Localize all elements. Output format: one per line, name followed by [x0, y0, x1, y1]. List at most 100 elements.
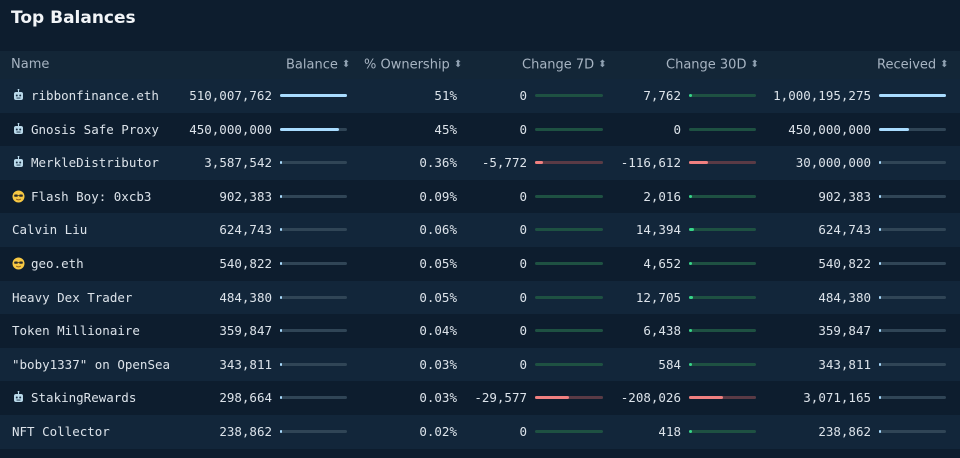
page-title: Top Balances: [11, 8, 136, 28]
table-row[interactable]: Heavy Dex Trader 484,380 0.05% 0 12,705 484,3…: [0, 280, 960, 315]
robot-icon: [12, 383, 25, 403]
change30d-bar-fill: [689, 228, 694, 232]
holder-name-text: geo.eth: [31, 255, 84, 271]
change7d-bar: [535, 429, 603, 433]
change30d-bar: [689, 94, 756, 97]
balance-bar-fill: [280, 194, 282, 198]
balance-bar: [280, 127, 347, 131]
table-row[interactable]: NFT Collector 238,862 0.02% 0 418 238,862: [0, 414, 960, 449]
change7d-value: 0: [519, 222, 527, 238]
received-bar: [879, 329, 946, 333]
change30d-bar-fill: [689, 94, 692, 97]
change30d-value: 4,652: [643, 255, 681, 271]
received-bar-fill: [879, 295, 881, 299]
holder-name[interactable]: Calvin Liu: [12, 213, 87, 247]
change7d-bar-fill: [535, 396, 569, 400]
received-bar-fill: [879, 396, 881, 400]
sort-icon[interactable]: ⬍: [453, 59, 463, 70]
balance-bar-fill: [280, 228, 282, 232]
sort-icon[interactable]: ⬍: [598, 59, 607, 70]
received-bar-fill: [879, 228, 881, 232]
change30d-bar-fill: [689, 161, 708, 165]
table-row[interactable]: Flash Boy: 0xcb3 902,383 0.09% 0 2,016 902,38…: [0, 180, 960, 214]
received-bar: [879, 94, 946, 97]
sunglasses-face-icon: [12, 249, 25, 270]
change30d-value: -116,612: [620, 155, 681, 171]
change7d-bar: [535, 228, 603, 232]
table-header: Name Balance ⬍ % Ownership ⬍ Change 7D ⬍ Ch…: [0, 51, 960, 79]
change7d-value: -29,577: [474, 390, 527, 406]
table-row[interactable]: MerkleDistributor 3,587,542 0.36% -5,772 -11…: [0, 146, 960, 180]
balance-bar-fill: [280, 127, 339, 131]
change7d-bar: [535, 94, 603, 97]
holder-name[interactable]: Gnosis Safe Proxy: [12, 113, 159, 147]
received-value: 30,000,000: [795, 155, 871, 171]
holder-name[interactable]: "boby1337" on OpenSea: [12, 348, 170, 382]
change7d-bar: [535, 127, 603, 131]
received-bar: [879, 228, 946, 232]
holder-name[interactable]: StakingRewards: [12, 381, 136, 415]
holder-name-text: Flash Boy: 0xcb3: [31, 188, 152, 204]
received-bar: [879, 261, 946, 265]
balance-bar-fill: [280, 329, 282, 333]
holder-name[interactable]: MerkleDistributor: [12, 146, 159, 180]
table-row[interactable]: Gnosis Safe Proxy 450,000,000 45% 0 0 450,000…: [0, 113, 960, 147]
table-row[interactable]: ribbonfinance.eth 510,007,762 51% 0 7,762 1,0…: [0, 79, 960, 113]
ownership-value: 51%: [434, 88, 457, 103]
balance-bar: [280, 161, 347, 165]
change7d-value: 0: [519, 356, 527, 372]
balance-value: 359,847: [219, 323, 272, 339]
column-header-change30d-label: Change 30D: [666, 57, 747, 73]
change7d-bar: [535, 161, 603, 165]
change30d-bar: [689, 329, 756, 333]
received-bar-fill: [879, 161, 881, 165]
table-row[interactable]: Token Millionaire 359,847 0.04% 0 6,438 359,8…: [0, 314, 960, 348]
table-row[interactable]: Calvin Liu 624,743 0.06% 0 14,394 624,743: [0, 213, 960, 247]
change7d-bar: [535, 362, 603, 366]
holder-name-text: Gnosis Safe Proxy: [31, 121, 159, 137]
table-row[interactable]: "boby1337" on OpenSea 343,811 0.03% 0 584 343…: [0, 347, 960, 382]
received-value: 238,862: [818, 423, 871, 439]
holder-name-text: Token Millionaire: [12, 323, 140, 339]
holder-name[interactable]: geo.eth: [12, 247, 84, 281]
column-header-received[interactable]: Received ⬍: [877, 51, 949, 79]
sort-icon[interactable]: ⬍: [940, 59, 949, 70]
balance-bar: [280, 329, 347, 333]
holder-name[interactable]: Heavy Dex Trader: [12, 281, 132, 315]
received-bar-fill: [879, 429, 881, 433]
holder-name[interactable]: ribbonfinance.eth: [12, 79, 159, 113]
change30d-bar: [689, 362, 756, 366]
table-row[interactable]: geo.eth 540,822 0.05% 0 4,652 540,822: [0, 247, 960, 281]
column-header-balance[interactable]: Balance ⬍: [286, 51, 350, 79]
change30d-bar: [689, 429, 756, 433]
holder-name[interactable]: Token Millionaire: [12, 314, 140, 348]
sort-icon[interactable]: ⬍: [341, 59, 351, 70]
ownership-value: 0.06%: [419, 222, 457, 238]
balance-bar-fill: [280, 295, 282, 299]
change30d-value: 0: [673, 121, 681, 137]
change7d-value: 0: [519, 423, 527, 439]
holder-name-text: StakingRewards: [31, 390, 137, 406]
change7d-value: 0: [519, 121, 527, 137]
ownership-value: 0.36%: [419, 155, 457, 171]
change7d-bar-track: [535, 161, 603, 165]
received-value: 624,743: [818, 222, 871, 238]
column-header-ownership[interactable]: % Ownership ⬍: [364, 51, 462, 79]
balance-bar: [280, 94, 347, 97]
ownership-value: 0.09%: [419, 188, 457, 204]
balance-bar-fill: [280, 261, 282, 265]
holder-name[interactable]: Flash Boy: 0xcb3: [12, 180, 151, 214]
change7d-bar-track: [535, 396, 603, 400]
balance-bar: [280, 194, 347, 198]
table-row[interactable]: StakingRewards 298,664 0.03% -29,577 -208,02…: [0, 381, 960, 415]
holder-name[interactable]: NFT Collector: [12, 415, 110, 449]
ownership-value: 0.05%: [419, 255, 457, 271]
change30d-value: 2,016: [643, 188, 681, 204]
column-header-change30d[interactable]: Change 30D ⬍: [666, 51, 759, 79]
column-header-change7d[interactable]: Change 7D ⬍: [522, 51, 607, 79]
sort-icon[interactable]: ⬍: [750, 59, 759, 70]
holder-name-text: Calvin Liu: [12, 222, 88, 238]
ownership-value: 0.03%: [419, 356, 457, 372]
robot-icon: [12, 115, 25, 134]
change30d-value: 6,438: [643, 323, 681, 339]
